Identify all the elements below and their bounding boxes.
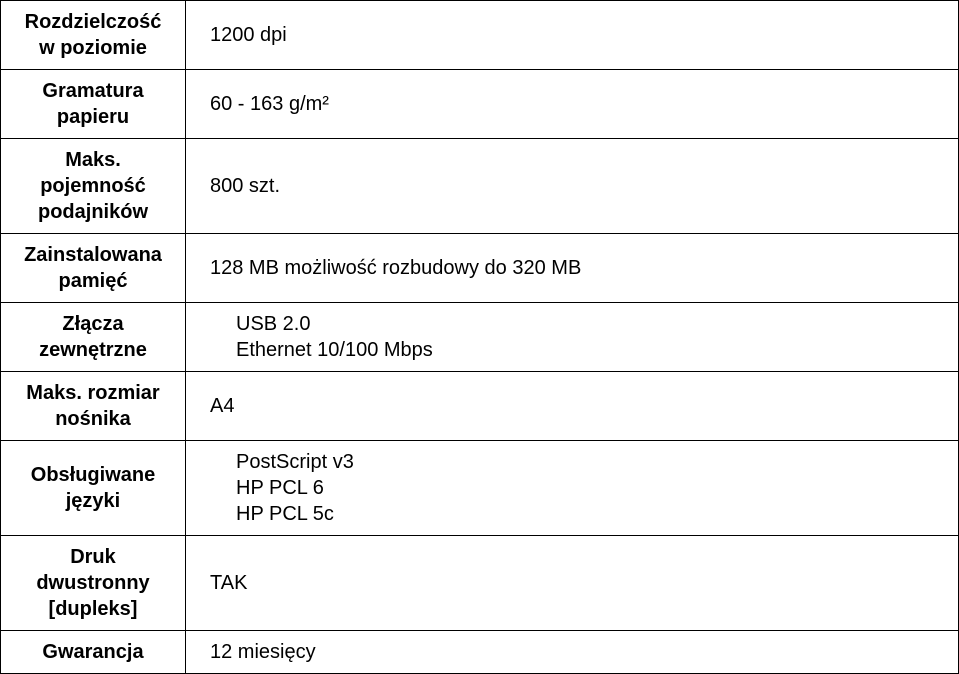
spec-value: 1200 dpi [186,1,959,70]
spec-value: 60 - 163 g/m² [186,70,959,139]
table-row: Zainstalowanapamięć 128 MB możliwość roz… [1,234,959,303]
spec-table: Rozdzielczośćw poziomie 1200 dpi Gramatu… [0,0,959,674]
spec-label: Gwarancja [1,631,186,674]
spec-label: Obsługiwanejęzyki [1,441,186,536]
spec-value: 128 MB możliwość rozbudowy do 320 MB [186,234,959,303]
spec-label: Maks. rozmiarnośnika [1,372,186,441]
table-row: Maks. rozmiarnośnika A4 [1,372,959,441]
spec-value: PostScript v3HP PCL 6HP PCL 5c [186,441,959,536]
spec-value: USB 2.0Ethernet 10/100 Mbps [186,303,959,372]
table-row: Gramaturapapieru 60 - 163 g/m² [1,70,959,139]
spec-value: 800 szt. [186,139,959,234]
spec-label: Złączazewnętrzne [1,303,186,372]
spec-value: TAK [186,536,959,631]
spec-label: Rozdzielczośćw poziomie [1,1,186,70]
spec-label: Zainstalowanapamięć [1,234,186,303]
table-row: Gwarancja 12 miesięcy [1,631,959,674]
spec-value: A4 [186,372,959,441]
spec-table-body: Rozdzielczośćw poziomie 1200 dpi Gramatu… [1,1,959,674]
spec-label: Gramaturapapieru [1,70,186,139]
table-row: Obsługiwanejęzyki PostScript v3HP PCL 6H… [1,441,959,536]
spec-label: Drukdwustronny[dupleks] [1,536,186,631]
table-row: Rozdzielczośćw poziomie 1200 dpi [1,1,959,70]
table-row: Maks.pojemnośćpodajników 800 szt. [1,139,959,234]
table-row: Złączazewnętrzne USB 2.0Ethernet 10/100 … [1,303,959,372]
spec-label: Maks.pojemnośćpodajników [1,139,186,234]
spec-value: 12 miesięcy [186,631,959,674]
table-row: Drukdwustronny[dupleks] TAK [1,536,959,631]
